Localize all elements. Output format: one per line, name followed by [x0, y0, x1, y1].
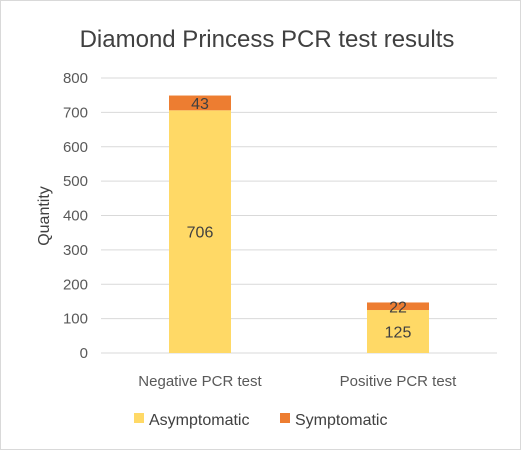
data-label: 706 [187, 225, 214, 242]
y-tick-label: 800 [63, 70, 88, 87]
data-label: 125 [385, 325, 412, 342]
bar-segment [367, 310, 429, 353]
legend-swatch [280, 413, 290, 423]
x-axis-ticks: Negative PCR test Positive PCR test [138, 373, 457, 390]
y-tick-label: 700 [63, 104, 88, 121]
y-tick-label: 200 [63, 276, 88, 293]
legend-swatch [134, 413, 144, 423]
y-axis-ticks: 0 100 200 300 400 500 600 700 800 [63, 70, 88, 362]
data-labels: 706 43 125 22 [187, 96, 412, 342]
bars [169, 95, 429, 353]
x-tick-label: Negative PCR test [138, 373, 262, 390]
y-tick-label: 300 [63, 242, 88, 259]
bar-segment [169, 95, 231, 111]
x-tick-label: Positive PCR test [340, 373, 458, 390]
bar-segment [169, 110, 231, 353]
data-label: 22 [389, 299, 407, 316]
legend-label: Symptomatic [295, 412, 387, 429]
bar-segment [367, 302, 429, 311]
y-tick-label: 600 [63, 139, 88, 156]
y-tick-label: 500 [63, 173, 88, 190]
y-tick-label: 100 [63, 311, 88, 328]
y-tick-label: 0 [80, 345, 88, 362]
y-tick-label: 400 [63, 208, 88, 225]
legend: Asymptomatic Symptomatic [134, 412, 387, 429]
chart-title: Diamond Princess PCR test results [80, 26, 455, 53]
legend-label: Asymptomatic [149, 412, 249, 429]
data-label: 43 [191, 96, 209, 113]
gridlines [101, 77, 497, 354]
y-axis-title: Quantity [36, 186, 53, 246]
